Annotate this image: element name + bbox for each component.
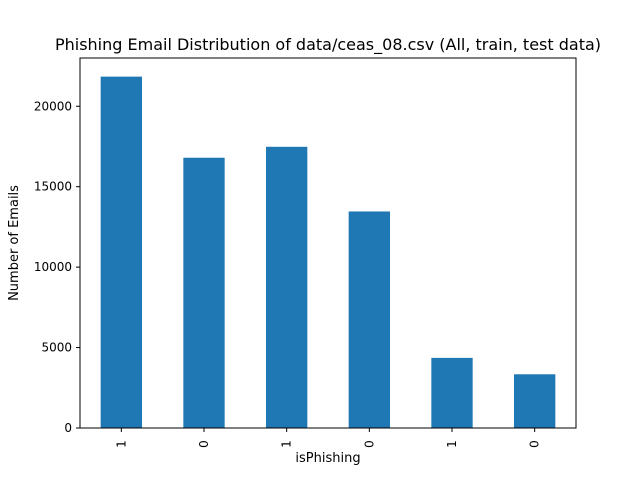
y-tick-label-0: 0 <box>64 421 72 435</box>
y-axis-label: Number of Emails <box>7 185 22 301</box>
plot-frame <box>79 57 577 429</box>
bar-3 <box>348 211 390 428</box>
y-tick-label-2: 10000 <box>34 260 72 274</box>
x-tick-label-5: 0 <box>528 440 542 448</box>
bar-2 <box>266 146 308 429</box>
chart-title: Phishing Email Distribution of data/ceas… <box>55 35 601 55</box>
x-tick-label-1: 0 <box>197 440 211 448</box>
bar-4 <box>431 357 473 428</box>
x-axis-ticks: 1 0 1 0 1 0 <box>114 428 542 448</box>
x-tick-label-2: 1 <box>280 440 294 448</box>
y-tick-label-1: 5000 <box>41 341 72 355</box>
x-tick-label-0: 1 <box>114 440 128 448</box>
bar-0 <box>100 76 142 428</box>
bar-1 <box>183 157 225 428</box>
y-tick-label-4: 20000 <box>34 99 72 113</box>
y-axis-ticks: 0 5000 10000 15000 20000 <box>34 99 80 435</box>
bar-5 <box>514 374 556 428</box>
bars <box>100 76 556 429</box>
y-tick-label-3: 15000 <box>34 180 72 194</box>
x-tick-label-4: 1 <box>445 440 459 448</box>
x-tick-label-3: 0 <box>362 440 376 448</box>
x-axis-label: isPhishing <box>295 451 360 466</box>
